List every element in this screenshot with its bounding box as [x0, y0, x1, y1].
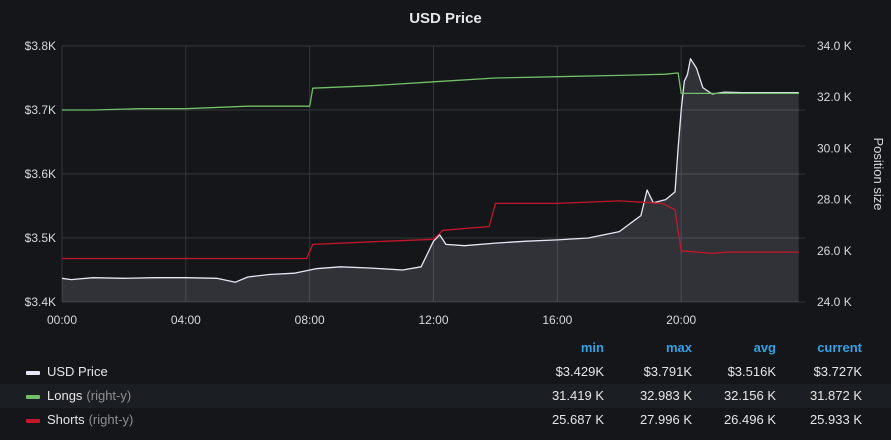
legend-current: 25.933 K: [809, 412, 862, 427]
legend-axis-note: (right-y): [88, 412, 134, 427]
series-line-shorts: [62, 200, 799, 260]
panel-title[interactable]: USD Price: [409, 10, 482, 27]
legend-axis-note: (right-y): [86, 388, 132, 403]
legend-row-usd-price[interactable]: USD Price $3.429K $3.791K $3.516K $3.727…: [0, 360, 891, 384]
legend-series-name[interactable]: USD Price: [47, 364, 108, 379]
y-right-axis-label: Position size: [871, 138, 886, 211]
x-tick-label: 12:00: [418, 313, 448, 327]
legend-swatch-usd-price[interactable]: [26, 371, 40, 375]
y-right-tick-label: 24.0 K: [817, 295, 852, 309]
y-left-tick-label: $3.8K: [25, 39, 56, 53]
series-line-longs: [62, 72, 799, 111]
y-left-tick-label: $3.6K: [25, 167, 56, 181]
legend-avg: 26.496 K: [723, 412, 776, 427]
legend-header-current[interactable]: current: [817, 340, 862, 355]
series-area-usd-price: [62, 58, 799, 302]
legend-row-longs[interactable]: Longs (right-y) 31.419 K 32.983 K 32.156 …: [0, 384, 891, 408]
legend-avg: 32.156 K: [723, 388, 776, 403]
legend-min: 25.687 K: [551, 412, 604, 427]
legend-current: 31.872 K: [809, 388, 862, 403]
y-left-tick-label: $3.4K: [25, 295, 56, 309]
y-left-tick-label: $3.5K: [25, 231, 56, 245]
y-left-tick-label: $3.7K: [25, 103, 56, 117]
legend-max: $3.791K: [643, 364, 692, 379]
price-chart[interactable]: $3.4K $3.5K $3.6K $3.7K $3.8K 24.0 K 26.0 K 28.…: [0, 0, 891, 336]
legend-row-shorts[interactable]: Shorts (right-y) 25.687 K 27.996 K 26.496…: [0, 408, 891, 432]
legend-header-min[interactable]: min: [580, 340, 604, 355]
legend-header-avg[interactable]: avg: [753, 340, 776, 355]
x-tick-label: 16:00: [542, 313, 572, 327]
legend-min: 31.419 K: [551, 388, 604, 403]
legend-header: min max avg current: [0, 336, 891, 360]
x-tick-label: 00:00: [47, 313, 77, 327]
legend-table: min max avg current USD Price $3.429K $3…: [0, 336, 891, 432]
y-right-tick-label: 32.0 K: [817, 90, 852, 104]
x-tick-label: 04:00: [171, 313, 201, 327]
legend-swatch-longs[interactable]: [26, 395, 40, 399]
legend-swatch-shorts[interactable]: [26, 419, 40, 423]
legend-header-max[interactable]: max: [665, 340, 692, 355]
y-right-tick-label: 34.0 K: [817, 39, 852, 53]
legend-current: $3.727K: [813, 364, 862, 379]
legend-max: 27.996 K: [639, 412, 692, 427]
legend-series-name[interactable]: Shorts (right-y): [47, 412, 134, 427]
x-tick-label: 20:00: [666, 313, 696, 327]
series-line-usd-price: [61, 58, 799, 283]
legend-series-name[interactable]: Longs (right-y): [47, 388, 132, 403]
y-right-tick-label: 30.0 K: [817, 141, 852, 155]
legend-max: 32.983 K: [639, 388, 692, 403]
y-right-tick-label: 28.0 K: [817, 193, 852, 207]
legend-min: $3.429K: [555, 364, 604, 379]
x-tick-label: 08:00: [295, 313, 325, 327]
legend-avg: $3.516K: [727, 364, 776, 379]
y-right-tick-label: 26.0 K: [817, 244, 852, 258]
